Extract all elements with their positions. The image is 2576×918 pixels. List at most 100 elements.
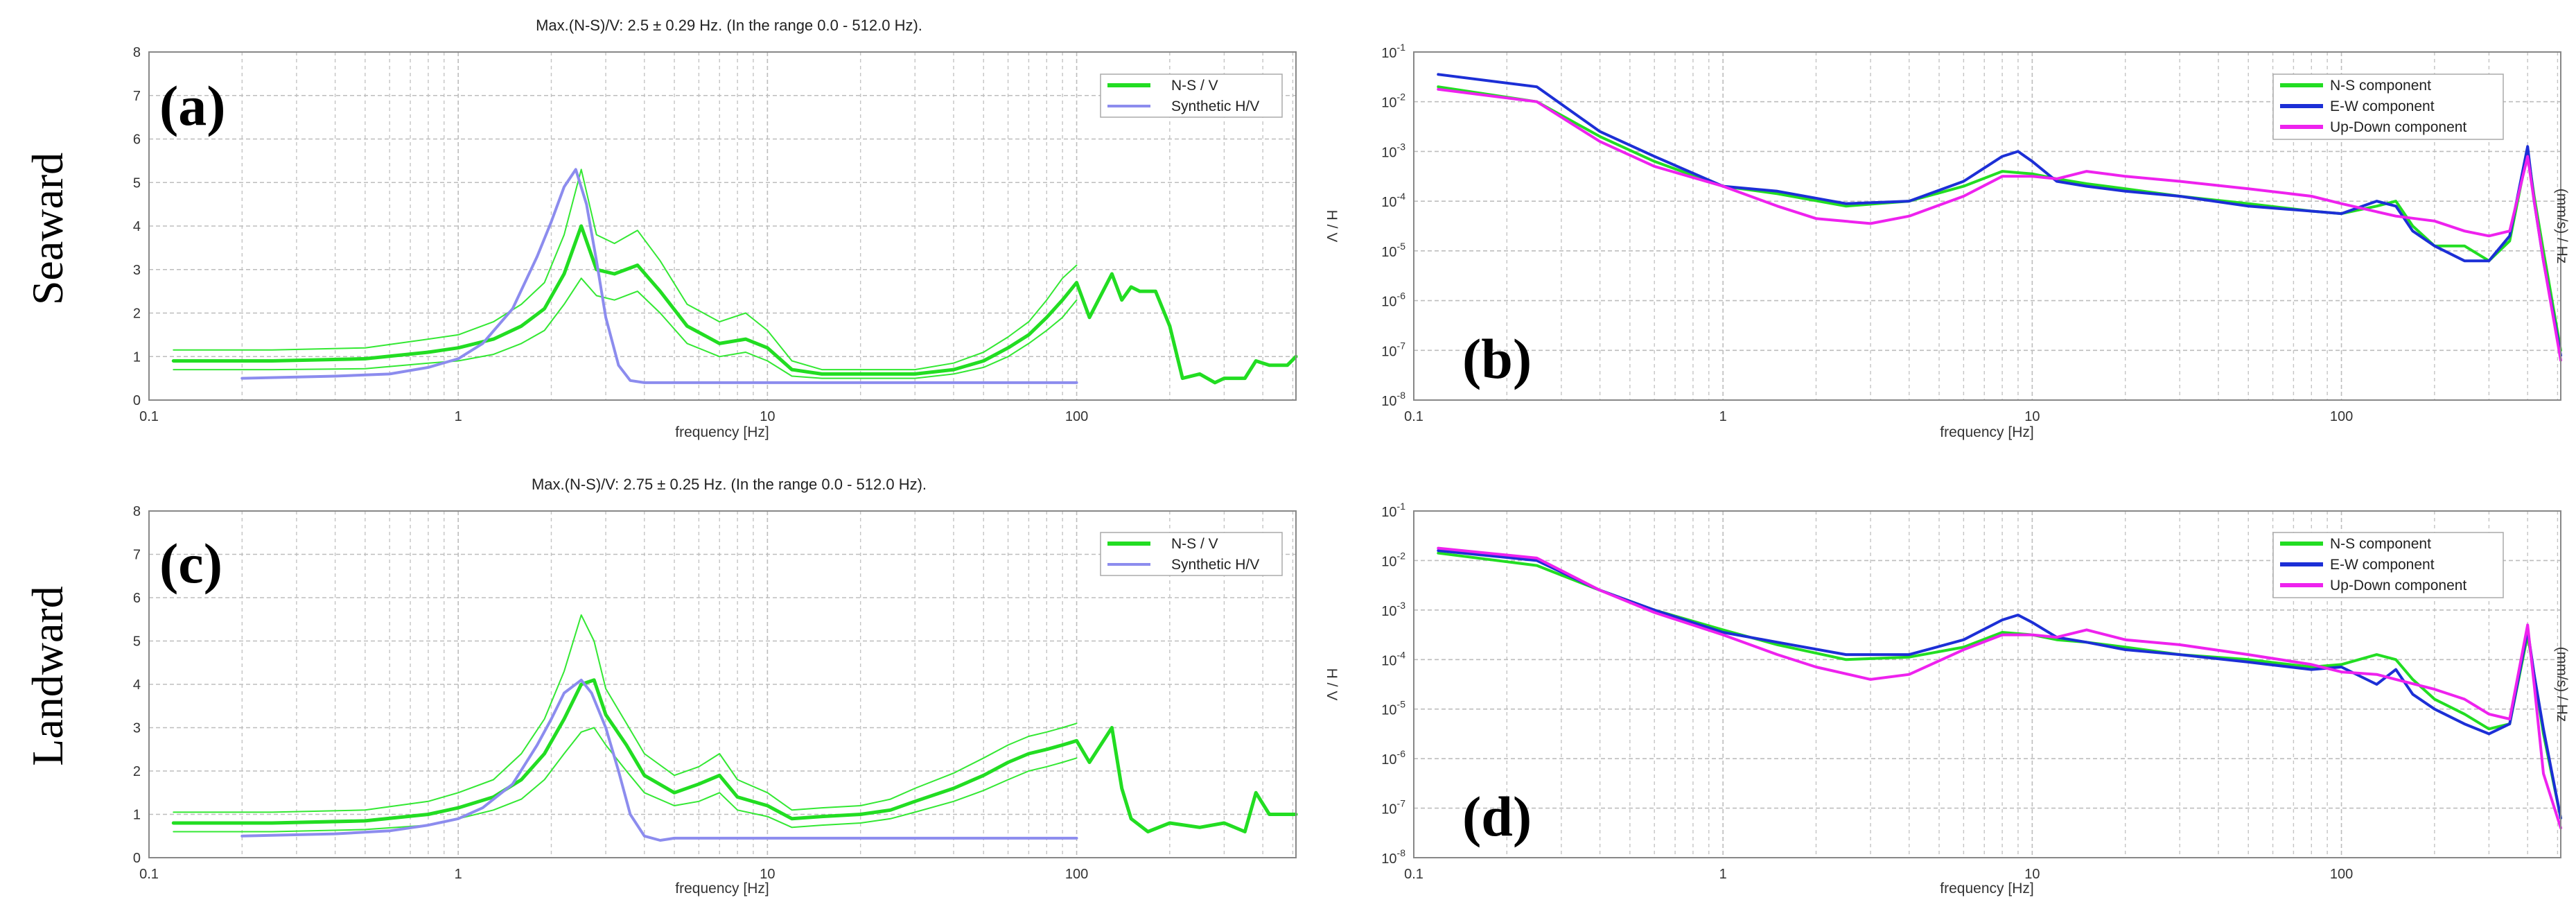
x-tick-label: 0.1 xyxy=(139,409,159,424)
y-tick-label: 7 xyxy=(133,548,141,563)
chart-panel-a: Max.(N-S)/V: 2.5 ± 0.29 Hz. (In the rang… xyxy=(133,17,1340,440)
y-ticks-a: 0 1 2 3 4 5 6 7 8 xyxy=(133,45,141,408)
plot-frame-d xyxy=(1413,510,2561,858)
y-tick-label: 4 xyxy=(133,677,141,693)
plot-frame-b xyxy=(1413,51,2561,401)
x-axis-label-a: frequency [Hz] xyxy=(675,424,769,440)
x-tick-label: 1 xyxy=(455,867,462,882)
x-axis-label-d: frequency [Hz] xyxy=(1940,881,2033,897)
y-axis-label-b: (mm/s) / Hz xyxy=(2554,189,2570,263)
plot-frame-c xyxy=(148,510,1297,858)
series-e-w-component-line xyxy=(1437,549,2562,820)
y-tick-label: 0 xyxy=(133,851,141,866)
x-axis-label-c: frequency [Hz] xyxy=(675,881,769,897)
y-tick-label: 10-6 xyxy=(1381,748,1405,768)
y-tick-label: 2 xyxy=(133,306,141,322)
y-tick-label: 8 xyxy=(133,504,141,519)
series-e-w-component-line xyxy=(1437,73,2562,357)
series-n-s-v-line xyxy=(171,678,1298,833)
series-n-s-v-lower-line xyxy=(173,727,1078,833)
legend-entry-ew-b: E-W component xyxy=(2330,98,2435,114)
x-ticks-a: 0.1 1 10 100 xyxy=(139,409,1088,424)
x-tick-label: 100 xyxy=(1065,867,1088,882)
series-n-s-v-lower-line xyxy=(173,277,1078,379)
y-tick-label: 8 xyxy=(133,45,141,60)
x-tick-label: 100 xyxy=(2330,867,2353,882)
y-tick-label: 10-8 xyxy=(1381,847,1405,867)
row-label-landward: Landward xyxy=(23,586,72,765)
series-group-d xyxy=(1437,546,2562,830)
y-tick-label: 10-7 xyxy=(1381,340,1405,359)
legend-entry-ns-a: N-S / V xyxy=(1171,78,1218,94)
legend-entry-synthetic-c: Synthetic H/V xyxy=(1171,557,1259,573)
panel-label-d: (d) xyxy=(1462,785,1532,848)
x-tick-label: 0.1 xyxy=(1404,867,1423,882)
y-tick-label: 10-1 xyxy=(1381,501,1405,520)
y-tick-label: 10-6 xyxy=(1381,291,1405,310)
series-n-s-v-upper-line xyxy=(173,614,1078,813)
legend-entry-updown-d: Up-Down component xyxy=(2330,578,2467,594)
legend-entry-synthetic-a: Synthetic H/V xyxy=(1171,98,1259,114)
legend-a: N-S / V Synthetic H/V xyxy=(1100,73,1283,118)
x-tick-label: 100 xyxy=(2330,409,2353,424)
legend-box-c xyxy=(1100,532,1283,576)
series-n-s-v-line xyxy=(171,224,1298,385)
chart-panel-c: Max.(N-S)/V: 2.75 ± 0.25 Hz. (In the ran… xyxy=(133,476,1340,897)
row-label-seaward: Seaward xyxy=(23,153,72,305)
y-axis-label-c: H / V xyxy=(1324,668,1340,701)
panel-label-b: (b) xyxy=(1462,327,1532,390)
y-tick-label: 0 xyxy=(133,393,141,408)
chart-panel-b: 10-8 10-7 10-6 10-5 10-4 10-3 10-2 10-1 0.1 1 10 1… xyxy=(1381,42,2570,440)
legend-box-a xyxy=(1100,73,1283,118)
y-tick-label: 1 xyxy=(133,349,141,365)
x-tick-label: 1 xyxy=(1719,409,1727,424)
series-group-b xyxy=(1437,73,2562,362)
x-tick-label: 10 xyxy=(2024,867,2040,882)
legend-entry-ns-d: N-S component xyxy=(2330,536,2431,552)
y-tick-label: 10-2 xyxy=(1381,92,1405,111)
series-synthetic-h-v-line xyxy=(240,168,1078,384)
x-ticks-c: 0.1 1 10 100 xyxy=(139,867,1088,882)
y-tick-label: 1 xyxy=(133,808,141,823)
x-tick-label: 10 xyxy=(760,409,775,424)
y-tick-label: 10-4 xyxy=(1381,649,1405,668)
y-tick-label: 10-2 xyxy=(1381,550,1405,569)
x-tick-label: 10 xyxy=(760,867,775,882)
chart-title-a: Max.(N-S)/V: 2.5 ± 0.29 Hz. (In the rang… xyxy=(536,17,922,34)
y-tick-label: 7 xyxy=(133,89,141,104)
y-tick-label: 10-8 xyxy=(1381,390,1405,409)
y-tick-label: 3 xyxy=(133,721,141,736)
y-tick-label: 2 xyxy=(133,764,141,779)
series-up-down-component-line xyxy=(1437,546,2562,830)
y-tick-label: 6 xyxy=(133,591,141,606)
y-tick-label: 4 xyxy=(133,219,141,234)
panel-label-c: (c) xyxy=(159,532,222,595)
y-tick-label: 3 xyxy=(133,263,141,278)
x-axis-label-b: frequency [Hz] xyxy=(1940,424,2033,440)
y-tick-label: 6 xyxy=(133,132,141,148)
x-tick-label: 1 xyxy=(1719,867,1727,882)
y-tick-label: 10-7 xyxy=(1381,798,1405,817)
x-tick-label: 10 xyxy=(2024,409,2040,424)
y-tick-label: 5 xyxy=(133,175,141,191)
x-ticks-b: 0.1 1 10 100 xyxy=(1404,409,2353,424)
legend-entry-updown-b: Up-Down component xyxy=(2330,119,2467,135)
legend-entry-ns-c: N-S / V xyxy=(1171,536,1218,552)
chart-title-c: Max.(N-S)/V: 2.75 ± 0.25 Hz. (In the ran… xyxy=(532,476,927,493)
series-up-down-component-line xyxy=(1437,87,2562,362)
x-tick-label: 100 xyxy=(1065,409,1088,424)
series-group-a xyxy=(171,168,1298,385)
legend-b: N-S component E-W component Up-Down comp… xyxy=(2272,73,2504,140)
chart-panel-d: 10-8 10-7 10-6 10-5 10-4 10-3 10-2 10-1 0.1 1 10 1… xyxy=(1381,501,2570,897)
y-axis-label-d: (mm/s) / Hz xyxy=(2554,647,2570,722)
y-tick-label: 10-4 xyxy=(1381,191,1405,210)
plot-frame-a xyxy=(148,51,1297,401)
legend-entry-ew-d: E-W component xyxy=(2330,557,2435,573)
series-n-s-v-upper-line xyxy=(173,168,1078,371)
series-group-c xyxy=(171,614,1298,842)
y-ticks-d: 10-8 10-7 10-6 10-5 10-4 10-3 10-2 10-1 xyxy=(1381,501,1405,867)
panel-label-a: (a) xyxy=(159,74,226,137)
y-tick-label: 10-5 xyxy=(1381,241,1405,260)
legend-c: N-S / V Synthetic H/V xyxy=(1100,532,1283,576)
